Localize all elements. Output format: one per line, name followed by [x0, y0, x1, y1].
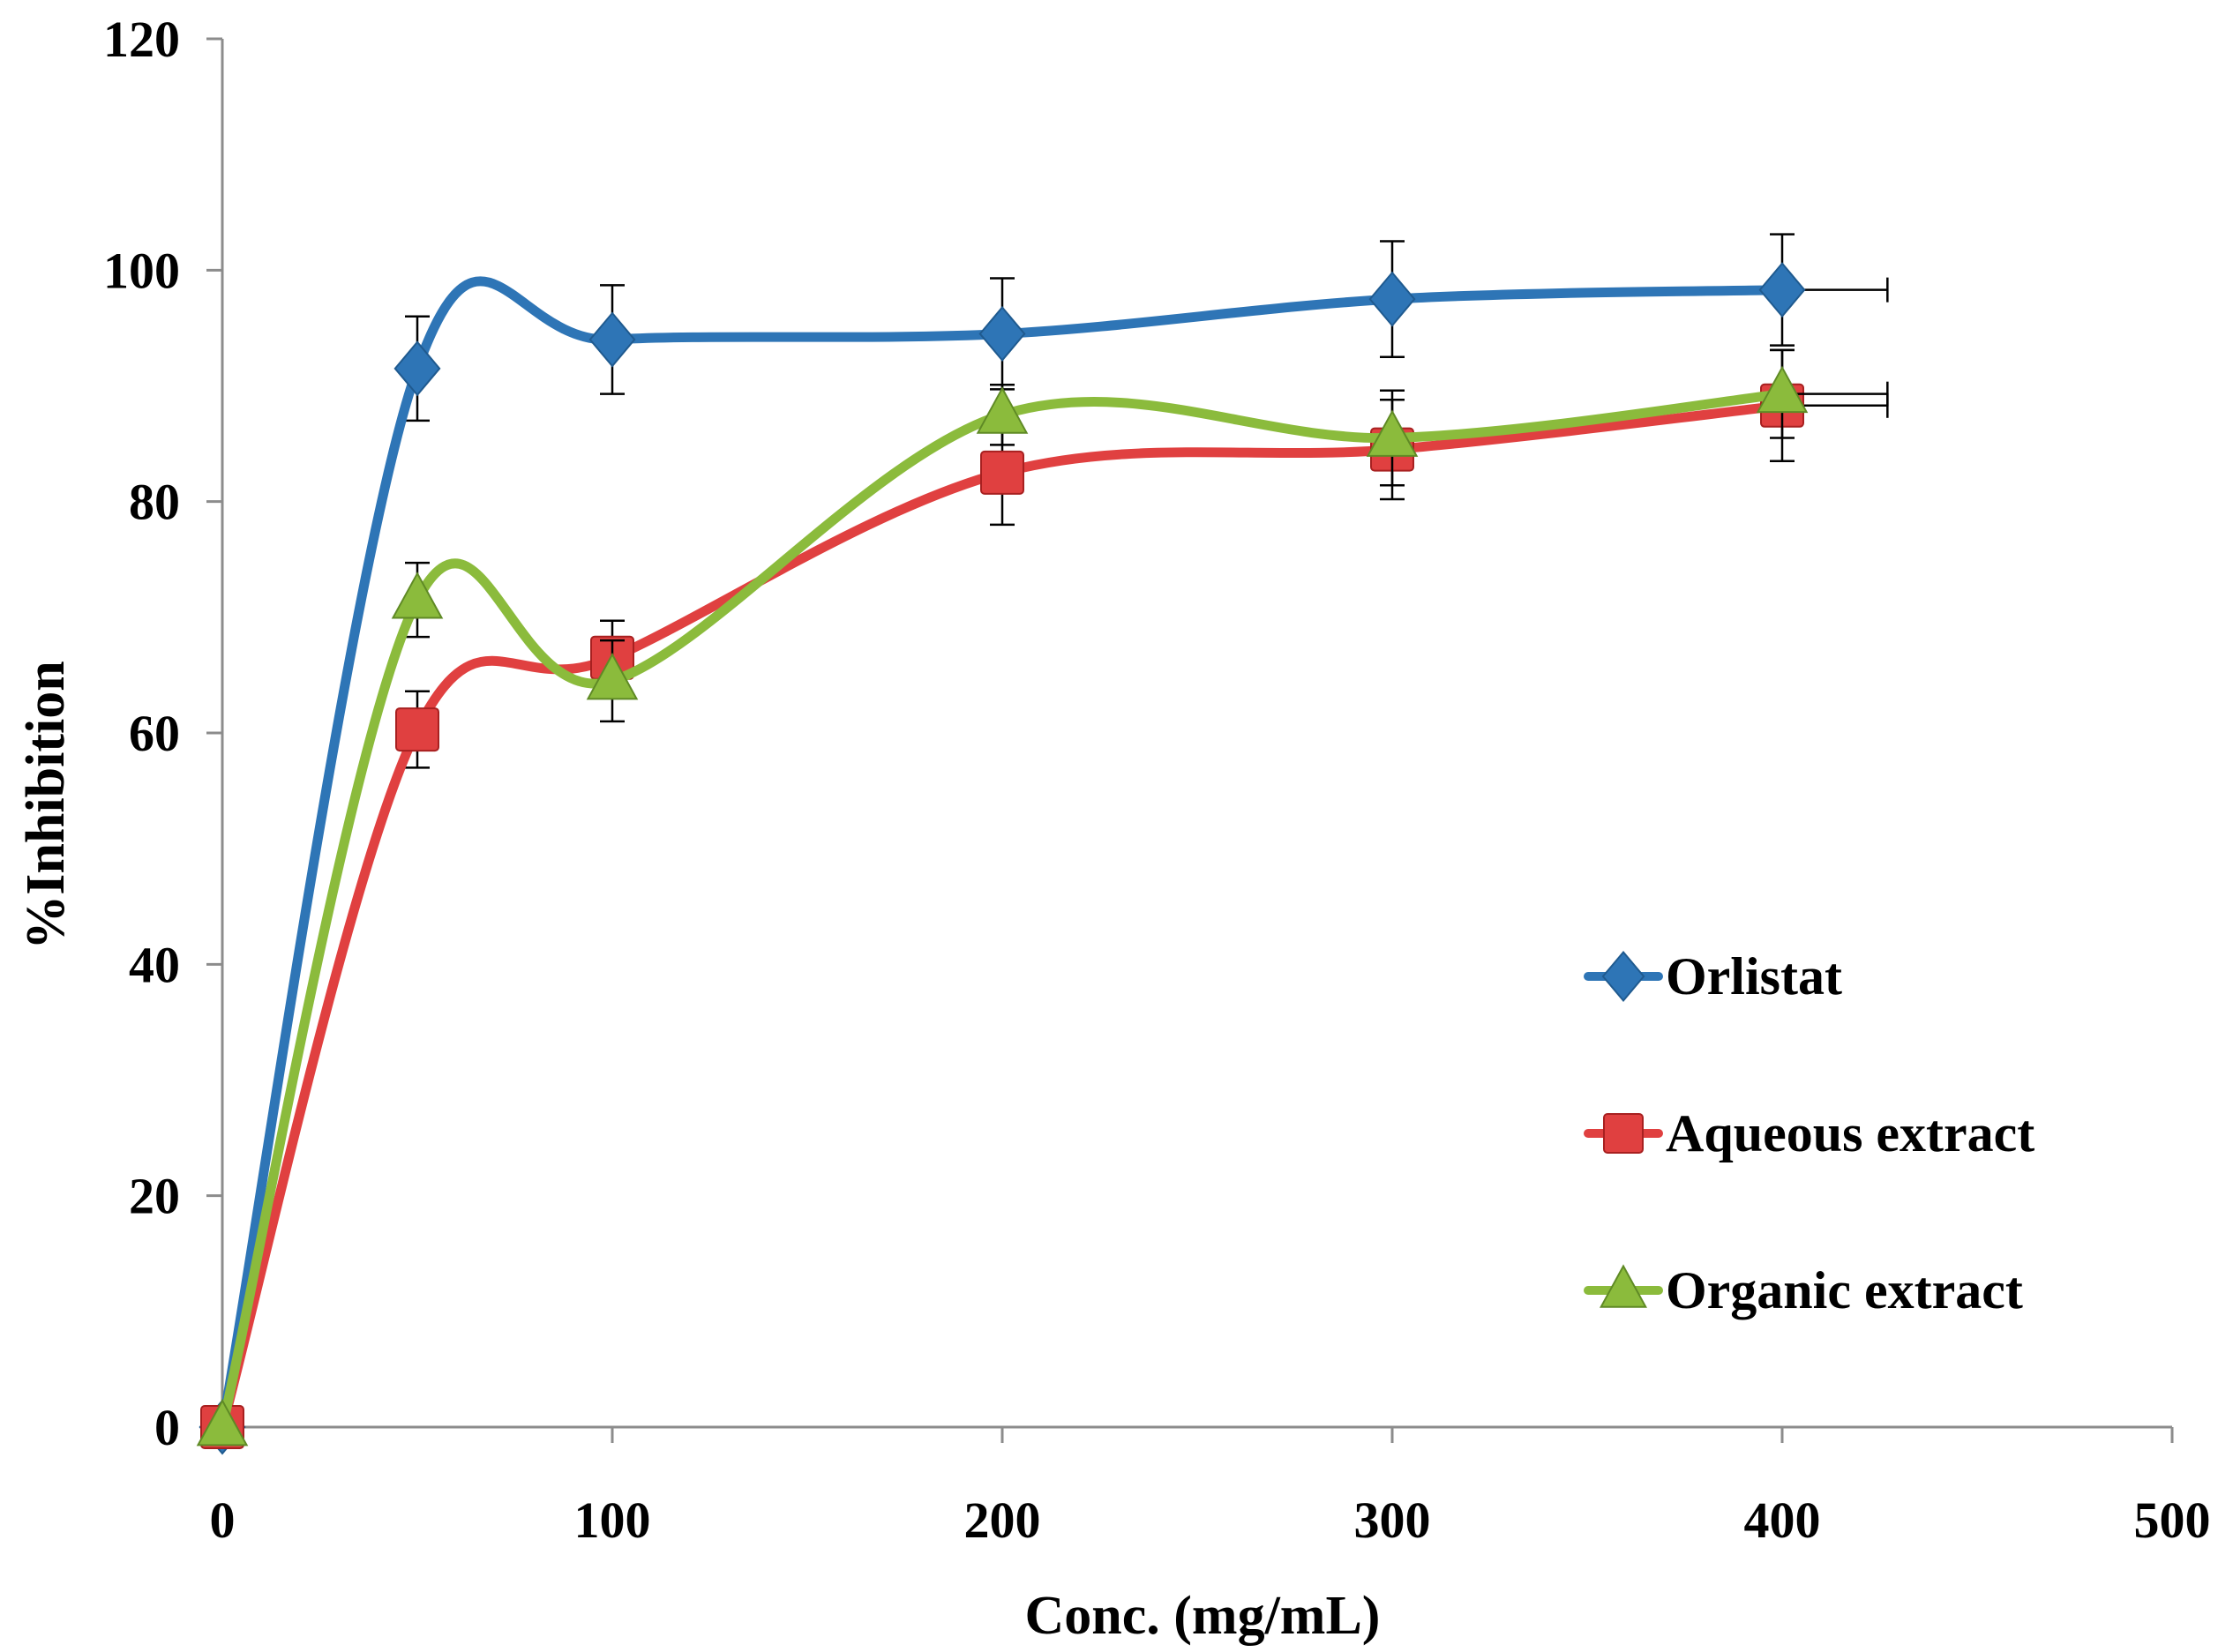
data-point [586, 652, 639, 700]
axes: 0 20 40 60 80 100 120 0 100 200 300 400 500 [103, 11, 2211, 1549]
x-axis-title: Conc. (mg/mL) [1025, 1586, 1381, 1646]
x-tick-label: 100 [574, 1491, 651, 1549]
y-tick-label: 20 [129, 1168, 180, 1225]
data-point [588, 311, 636, 368]
y-tick-label: 80 [129, 474, 180, 531]
legend-marker [1601, 950, 1645, 1003]
series-organic-extract [196, 348, 1889, 1446]
legend-label: Orlistat [1666, 947, 1842, 1005]
y-axis-title: %Inhibition [16, 661, 76, 949]
data-point [1756, 365, 1809, 414]
legend-label: Aqueous extract [1666, 1104, 2034, 1162]
legend-marker [1603, 1113, 1644, 1154]
x-tick-label: 300 [1354, 1491, 1431, 1549]
data-point [1758, 262, 1806, 318]
data-point [393, 340, 441, 397]
legend-marker [1600, 1264, 1647, 1308]
data-point [980, 450, 1024, 495]
x-tick-label: 0 [210, 1491, 236, 1549]
data-point [1368, 271, 1416, 327]
x-tick-label: 400 [1744, 1491, 1821, 1549]
y-tick-label: 0 [154, 1399, 180, 1456]
legend: Orlistat Aqueous extract Organic extract [1584, 947, 2034, 1319]
y-tick-label: 40 [129, 936, 180, 993]
y-tick-label: 120 [103, 11, 180, 68]
y-tick-label: 100 [103, 242, 180, 299]
data-point [391, 572, 444, 619]
y-tick-label: 60 [129, 705, 180, 762]
series-line [217, 389, 1787, 1432]
x-tick-label: 200 [964, 1491, 1041, 1549]
series-group [196, 233, 1889, 1455]
x-tick-label: 500 [2134, 1491, 2211, 1549]
data-point [978, 305, 1026, 363]
data-point [976, 386, 1029, 434]
data-point [395, 707, 439, 752]
legend-item: Orlistat [1584, 947, 1842, 1005]
legend-item: Aqueous extract [1584, 1104, 2034, 1162]
legend-label: Organic extract [1666, 1261, 2023, 1319]
series-aqueous-extract [200, 348, 1889, 1449]
data-point [1366, 409, 1419, 457]
legend-item: Organic extract [1584, 1261, 2023, 1319]
data-point [196, 1398, 249, 1446]
